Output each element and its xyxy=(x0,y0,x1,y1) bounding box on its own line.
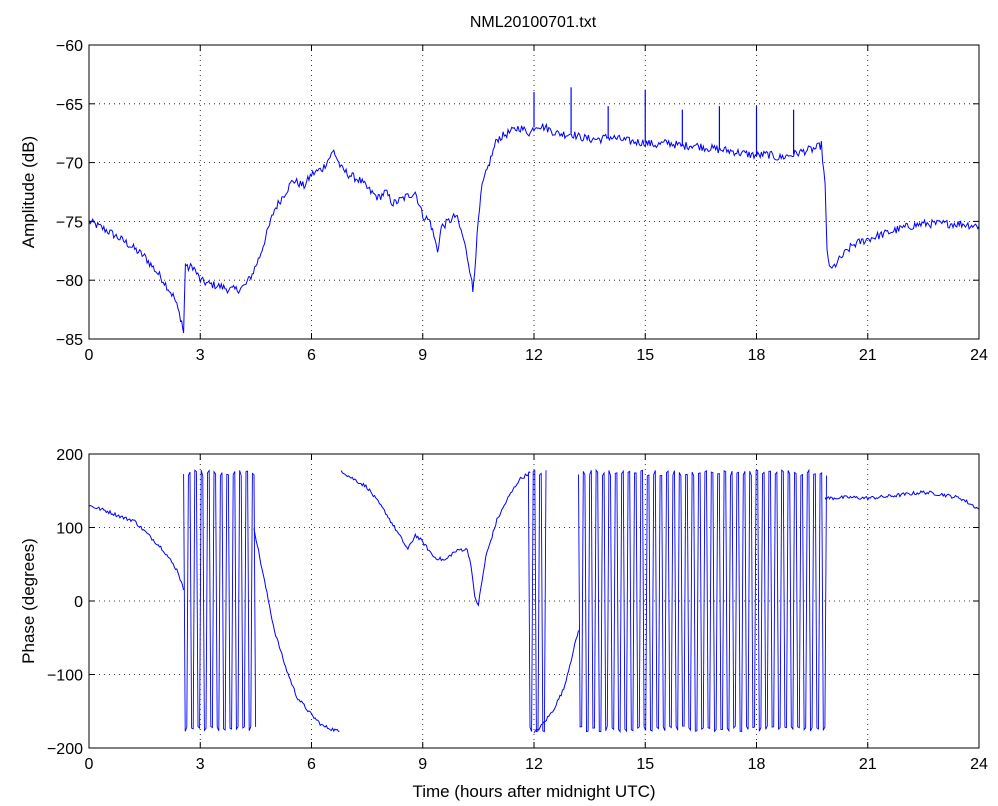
phase-x-tick-label: 12 xyxy=(525,756,543,773)
amplitude-plot: 0 3 6 9 12 15 18 21 24 −85 −80 −75 −70 −65 −60 Amplitud… xyxy=(19,38,988,364)
amplitude-y-tick-label: −65 xyxy=(56,97,83,114)
phase-series-line-4 xyxy=(824,490,979,510)
phase-data xyxy=(89,468,979,734)
phase-series-line-0 xyxy=(89,504,185,591)
amplitude-x-tick-label: 3 xyxy=(196,347,205,364)
phase-axes-box xyxy=(88,453,980,749)
phase-x-tick-label: 15 xyxy=(636,756,654,773)
phase-y-axis-label: Phase (degrees) xyxy=(19,538,38,664)
amplitude-x-tick-label: 15 xyxy=(636,347,654,364)
phase-plot: 0 3 6 9 12 15 18 21 24 −200 −100 0 100 200 Phase (degr… xyxy=(19,447,988,801)
phase-wrap-band-0 xyxy=(183,469,257,732)
amplitude-x-tick-label: 12 xyxy=(525,347,543,364)
amplitude-x-tick-label: 6 xyxy=(307,347,316,364)
amplitude-y-tick-label: −75 xyxy=(56,214,83,231)
phase-y-tick-label: −200 xyxy=(47,741,83,758)
amplitude-x-tick-label: 9 xyxy=(418,347,427,364)
phase-x-tick-label: 3 xyxy=(196,756,205,773)
phase-y-tick-label: 200 xyxy=(56,447,83,464)
phase-y-tick-label: −100 xyxy=(47,668,83,685)
amplitude-plot-area xyxy=(89,45,979,339)
phase-x-tick-label: 18 xyxy=(748,756,766,773)
amplitude-x-tick-label: 24 xyxy=(970,347,988,364)
amplitude-axes-box xyxy=(88,44,980,340)
phase-x-tick-label: 21 xyxy=(859,756,877,773)
phase-x-tick-label: 9 xyxy=(418,756,427,773)
amplitude-data xyxy=(89,87,979,334)
amplitude-x-tick-label: 0 xyxy=(85,347,94,364)
amplitude-x-tick-label: 18 xyxy=(748,347,766,364)
amplitude-y-tick-label: −85 xyxy=(56,332,83,349)
amplitude-y-tick-label: −70 xyxy=(56,156,83,173)
amplitude-y-tick-label: −80 xyxy=(56,273,83,290)
phase-x-tick-label: 24 xyxy=(970,756,988,773)
phase-x-tick-label: 6 xyxy=(307,756,316,773)
phase-x-tick-label: 0 xyxy=(85,756,94,773)
phase-wrap-band-2 xyxy=(578,468,827,734)
phase-series-line-2 xyxy=(340,470,531,607)
amplitude-y-axis-label: Amplitude (dB) xyxy=(19,136,38,248)
amplitude-y-tick-label: −60 xyxy=(56,38,83,55)
amplitude-x-tick-label: 21 xyxy=(859,347,877,364)
phase-series-line-1 xyxy=(253,528,340,733)
phase-y-tick-label: 0 xyxy=(74,594,83,611)
phase-x-axis-label: Time (hours after midnight UTC) xyxy=(412,782,655,801)
figure-title: NML20100701.txt xyxy=(470,14,597,31)
phase-wrap-band-1 xyxy=(527,469,547,733)
phase-series-line-3 xyxy=(533,630,579,734)
amplitude-series-line-0 xyxy=(89,122,979,334)
phase-y-tick-label: 100 xyxy=(56,521,83,538)
